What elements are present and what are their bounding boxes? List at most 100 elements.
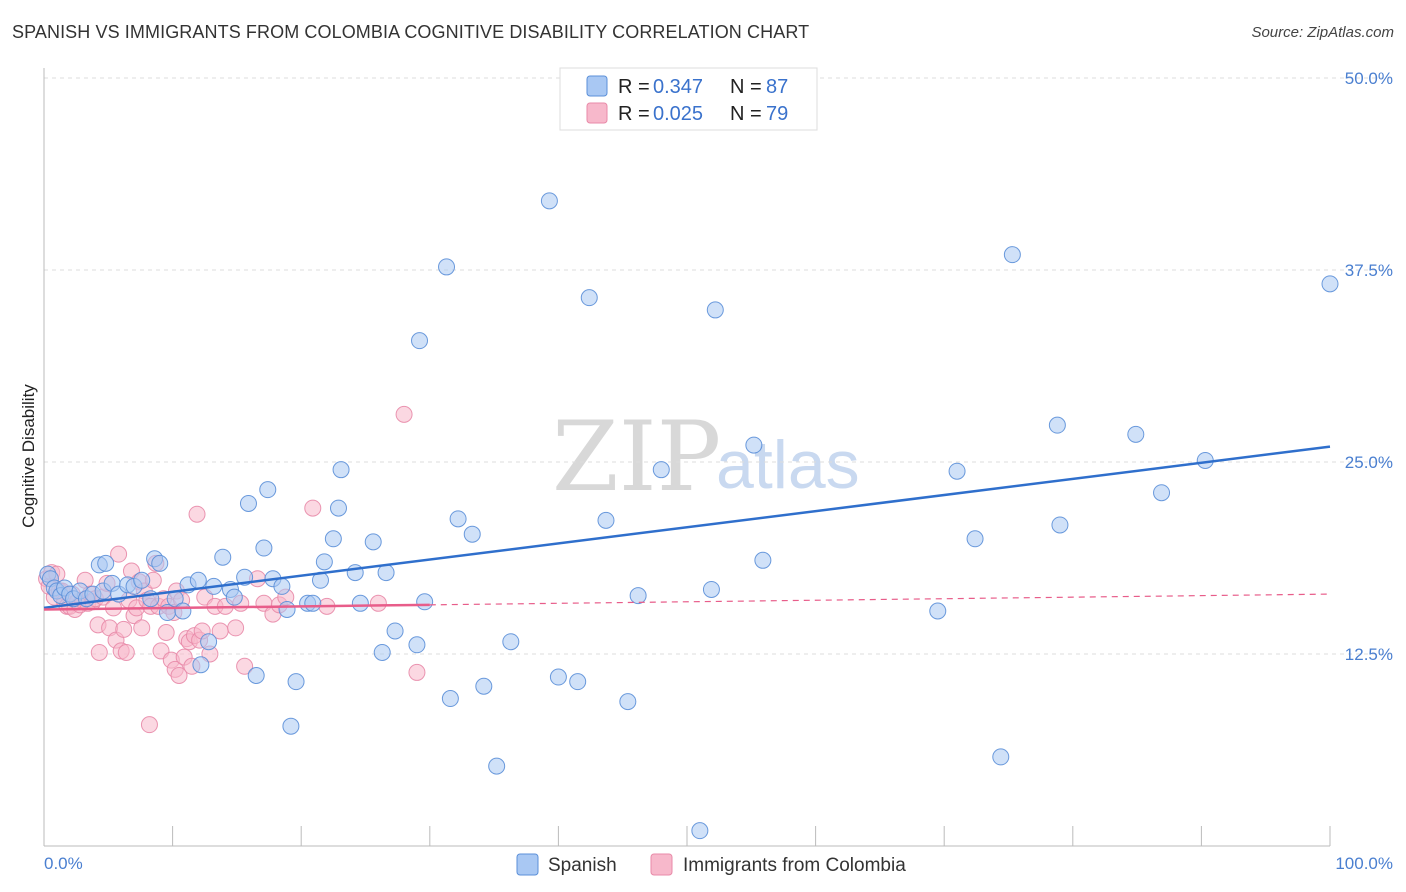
spanish-point: [329, 499, 347, 517]
colombia-point: [395, 405, 413, 423]
bottom-legend-label-spanish: Spanish: [548, 855, 617, 876]
colombia-point: [133, 619, 151, 637]
spanish-point: [502, 633, 520, 651]
y-tick-labels: 12.5% 25.0% 37.5% 50.0%: [1345, 69, 1393, 664]
gridlines: [44, 77, 1393, 655]
y-tick-label: 37.5%: [1345, 261, 1393, 280]
spanish-point: [929, 602, 947, 620]
spanish-point: [475, 677, 493, 695]
spanish-point: [1003, 246, 1021, 264]
spanish-point: [1321, 275, 1339, 293]
spanish-point: [1127, 425, 1145, 443]
spanish-point: [691, 822, 709, 840]
trend-line-colombia-solid: [43, 603, 430, 611]
bottom-legend-swatch-spanish: [516, 853, 539, 876]
spanish-point: [225, 588, 243, 606]
colombia-point: [117, 643, 135, 661]
spanish-point: [174, 602, 192, 620]
x-tick-label-min: 0.0%: [44, 854, 83, 873]
spanish-point: [255, 539, 273, 557]
spanish-point: [597, 511, 615, 529]
y-tick-label: 12.5%: [1345, 645, 1393, 664]
colombia-point: [188, 505, 206, 523]
spanish-point: [386, 622, 404, 640]
spanish-point: [745, 436, 763, 454]
spanish-point: [540, 192, 558, 210]
spanish-point: [411, 332, 429, 350]
colombia-point: [304, 499, 322, 517]
spanish-point: [133, 571, 151, 589]
spanish-point: [619, 693, 637, 711]
spanish-point: [239, 494, 257, 512]
legend-swatch-colombia: [586, 102, 608, 124]
spanish-point: [1051, 516, 1069, 534]
colombia-point: [90, 643, 108, 661]
spanish-point: [200, 633, 218, 651]
colombia-point: [369, 594, 387, 612]
spanish-point: [287, 673, 305, 691]
spanish-point: [364, 533, 382, 551]
spanish-point: [488, 757, 506, 775]
colombia-point: [408, 663, 426, 681]
bottom-legend-swatch-colombia: [650, 853, 673, 876]
spanish-point: [549, 668, 567, 686]
legend-r-label-spanish: R =: [618, 76, 650, 98]
legend-n-value-colombia: 79: [766, 103, 788, 125]
spanish-point: [966, 530, 984, 548]
y-axis-title: Cognitive Disability: [19, 384, 38, 528]
y-tick-label: 50.0%: [1345, 69, 1393, 88]
trend-line-colombia-dashed: [429, 593, 1331, 606]
spanish-point: [449, 510, 467, 528]
spanish-point: [189, 571, 207, 589]
trend-lines: [43, 445, 1331, 611]
legend-n-label-spanish: N =: [730, 76, 762, 98]
spanish-point: [315, 553, 333, 571]
bottom-legend-label-colombia: Immigrants from Colombia: [683, 855, 906, 876]
colombia-point: [236, 657, 254, 675]
spanish-point: [373, 643, 391, 661]
spanish-point: [992, 748, 1010, 766]
spanish-point: [247, 667, 265, 685]
spanish-point: [629, 587, 647, 605]
legend-box: R = 0.347 N = 87 R = 0.025 N = 79: [559, 67, 818, 131]
bottom-legend: Spanish Immigrants from Colombia: [516, 853, 906, 876]
spanish-point: [151, 554, 169, 572]
source-credit: Source: ZipAtlas.com: [1251, 24, 1394, 41]
legend-r-label-colombia: R =: [618, 103, 650, 125]
colombia-point: [115, 620, 133, 638]
spanish-point: [438, 258, 456, 276]
spanish-point: [377, 564, 395, 582]
legend-r-value-spanish: 0.347: [653, 76, 703, 98]
spanish-point: [259, 481, 277, 499]
spanish-point: [569, 673, 587, 691]
trend-line-spanish: [43, 445, 1331, 610]
spanish-point: [463, 525, 481, 543]
colombia-point: [227, 619, 245, 637]
spanish-point: [282, 717, 300, 735]
spanish-point: [441, 690, 459, 708]
spanish-point: [408, 636, 426, 654]
colombia-point: [140, 716, 158, 734]
spanish-point: [97, 554, 115, 572]
legend-r-value-colombia: 0.025: [653, 103, 703, 125]
colombia-point: [170, 667, 188, 685]
watermark-atlas: atlas: [716, 427, 860, 503]
spanish-point: [304, 594, 322, 612]
spanish-point: [351, 594, 369, 612]
spanish-point: [278, 600, 296, 618]
legend-n-value-spanish: 87: [766, 76, 788, 98]
colombia-point: [110, 545, 128, 563]
spanish-point: [702, 580, 720, 598]
spanish-point: [324, 530, 342, 548]
spanish-point: [652, 461, 670, 479]
spanish-point: [416, 593, 434, 611]
spanish-point: [754, 551, 772, 569]
legend-n-label-colombia: N =: [730, 103, 762, 125]
spanish-point: [192, 656, 210, 674]
y-tick-label: 25.0%: [1345, 453, 1393, 472]
x-ticks: [43, 826, 1331, 846]
spanish-point: [273, 577, 291, 595]
spanish-point: [214, 548, 232, 566]
spanish-point: [332, 461, 350, 479]
